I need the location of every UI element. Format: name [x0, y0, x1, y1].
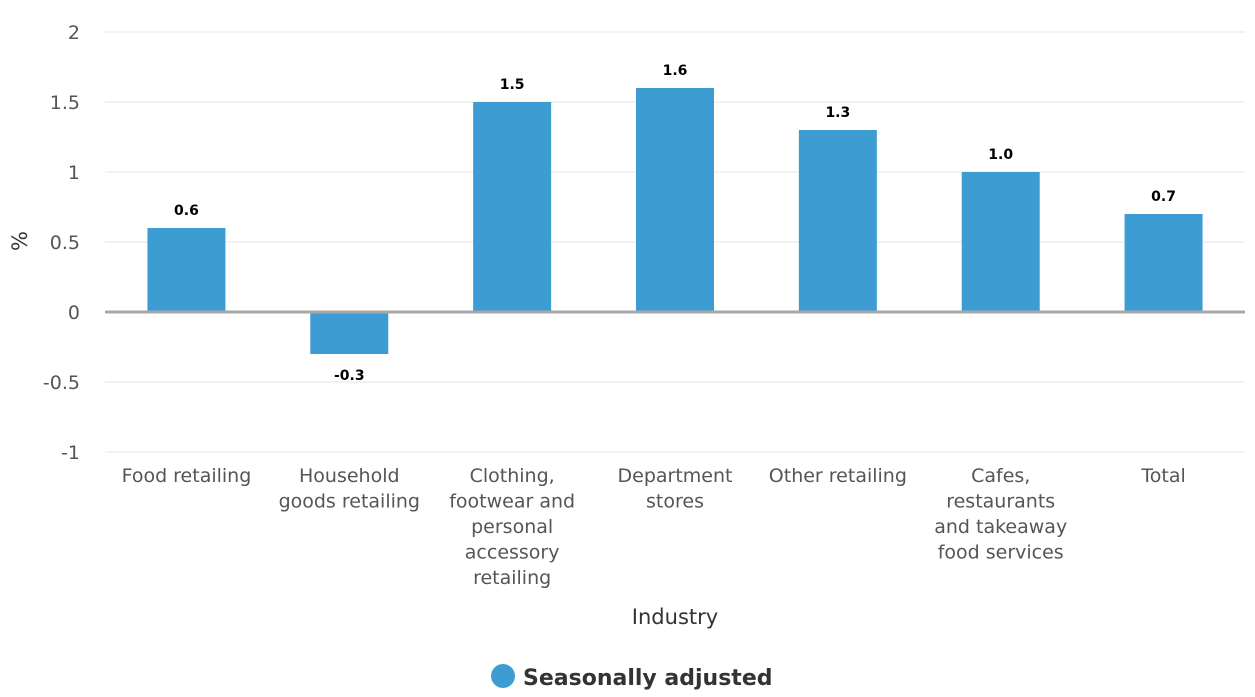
bar[interactable]: [1124, 214, 1203, 312]
bar[interactable]: [310, 312, 389, 354]
x-tick-label: Household goods retailing: [279, 465, 420, 513]
x-axis-ticks: Food retailing Household goods retailing Cl…: [122, 465, 1186, 589]
y-tick-label: -0.5: [43, 372, 80, 394]
x-tick-label: Total: [1140, 465, 1185, 487]
y-axis-title: %: [8, 231, 32, 251]
data-label: 0.6: [174, 203, 199, 219]
legend[interactable]: Seasonally adjusted: [491, 664, 773, 691]
x-tick-label: Food retailing: [122, 465, 252, 487]
bars: [147, 88, 1203, 354]
legend-label[interactable]: Seasonally adjusted: [523, 666, 773, 691]
y-tick-label: 0: [68, 302, 80, 324]
y-tick-label: 1: [68, 162, 80, 184]
y-tick-label: 0.5: [50, 232, 80, 254]
legend-marker: [491, 664, 515, 688]
y-tick-label: 2: [68, 22, 80, 44]
data-label: -0.3: [334, 368, 365, 384]
bar[interactable]: [636, 88, 714, 312]
x-tick-label: Clothing, footwear and personal accessory re…: [449, 465, 575, 589]
data-label: 0.7: [1151, 189, 1176, 205]
data-label: 1.0: [988, 147, 1013, 163]
y-axis-ticks: 2 1.5 1 0.5 0 -0.5 -1: [43, 22, 80, 464]
x-tick-label: Cafes, restaurants and takeaway food servic…: [934, 465, 1067, 564]
bar[interactable]: [473, 102, 552, 312]
x-tick-label: Department stores: [618, 465, 733, 513]
y-tick-label: 1.5: [50, 92, 80, 114]
y-tick-label: -1: [61, 442, 80, 464]
data-labels: 0.6 -0.3 1.5 1.6 1.3 1.0 0.7: [174, 63, 1176, 384]
data-label: 1.6: [663, 63, 688, 79]
bar[interactable]: [961, 172, 1040, 312]
x-tick-label: Other retailing: [769, 465, 907, 487]
bar[interactable]: [147, 228, 226, 312]
x-axis-title: Industry: [632, 605, 718, 629]
bar[interactable]: [798, 130, 877, 312]
data-label: 1.3: [825, 105, 850, 121]
data-label: 1.5: [500, 77, 525, 93]
